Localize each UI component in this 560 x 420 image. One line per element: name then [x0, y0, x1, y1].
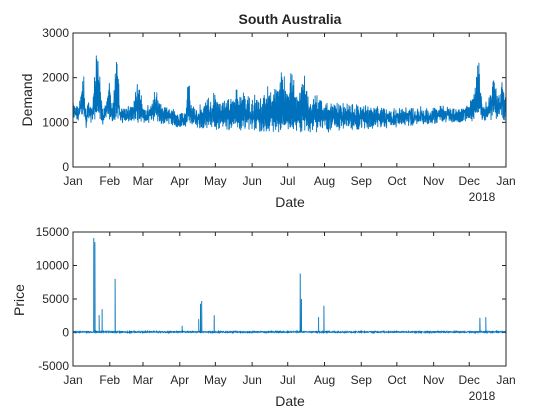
price-x-tick-label: Oct	[388, 373, 407, 387]
price-y-axis-label: Price	[11, 284, 27, 316]
demand-x-tick-label: Oct	[388, 174, 407, 188]
demand-x-tick-label: Jan	[63, 174, 82, 188]
demand-series-line	[72, 55, 507, 133]
demand-ticks: Jan Feb Mar Apr May Jun Jul Aug Sep Oct Nov Dec Jan0…	[42, 26, 515, 188]
price-x-secondary-label: 2018	[469, 389, 496, 403]
demand-y-tick-label: 0	[62, 160, 69, 174]
demand-y-tick-label: 2000	[42, 71, 69, 85]
price-x-axis-label: Date	[275, 393, 305, 409]
demand-x-axis-label: Date	[275, 194, 305, 210]
price-x-tick-label: Mar	[133, 373, 154, 387]
price-x-tick-label: May	[204, 373, 227, 387]
price-x-tick-label: Nov	[423, 373, 444, 387]
demand-x-tick-label: Jul	[280, 174, 295, 188]
demand-x-tick-label: Jan	[496, 174, 515, 188]
demand-x-tick-label: Dec	[459, 174, 480, 188]
demand-x-tick-label: Nov	[423, 174, 444, 188]
price-x-tick-label: Jun	[242, 373, 261, 387]
demand-x-tick-label: Jun	[242, 174, 261, 188]
price-y-tick-label: 10000	[36, 259, 70, 273]
demand-axes: South Australia Demand Date 2018 Jan Feb M…	[19, 11, 516, 210]
demand-x-tick-label: Mar	[133, 174, 154, 188]
price-y-tick-label: 5000	[42, 292, 69, 306]
demand-x-tick-label: Sep	[351, 174, 373, 188]
price-x-tick-label: Feb	[99, 373, 120, 387]
price-y-tick-label: 15000	[36, 225, 70, 239]
price-y-tick-label: 0	[62, 326, 69, 340]
demand-x-tick-label: Aug	[314, 174, 335, 188]
demand-x-tick-label: Feb	[99, 174, 120, 188]
price-plot-frame	[72, 231, 507, 367]
price-x-tick-label: Aug	[314, 373, 335, 387]
price-x-tick-label: Sep	[351, 373, 373, 387]
demand-y-axis-label: Demand	[19, 74, 35, 127]
demand-plot-frame	[72, 32, 507, 168]
price-x-tick-label: Dec	[459, 373, 480, 387]
price-y-tick-label: -5000	[38, 359, 69, 373]
demand-x-tick-label: May	[204, 174, 227, 188]
demand-y-tick-label: 3000	[42, 26, 69, 40]
price-ticks: Jan Feb Mar Apr May Jun Jul Aug Sep Oct Nov Dec Jan-…	[36, 225, 516, 387]
price-x-tick-label: Jan	[63, 373, 82, 387]
price-x-tick-label: Jan	[496, 373, 515, 387]
price-x-tick-label: Apr	[170, 373, 189, 387]
price-series-line	[72, 237, 507, 335]
price-axes: Price Date 2018 Jan Feb Mar Apr May Jun Jul Aug…	[11, 225, 516, 409]
demand-x-secondary-label: 2018	[469, 190, 496, 204]
demand-x-tick-label: Apr	[170, 174, 189, 188]
price-x-tick-label: Jul	[280, 373, 295, 387]
demand-chart-title: South Australia	[239, 11, 342, 27]
demand-y-tick-label: 1000	[42, 115, 69, 129]
